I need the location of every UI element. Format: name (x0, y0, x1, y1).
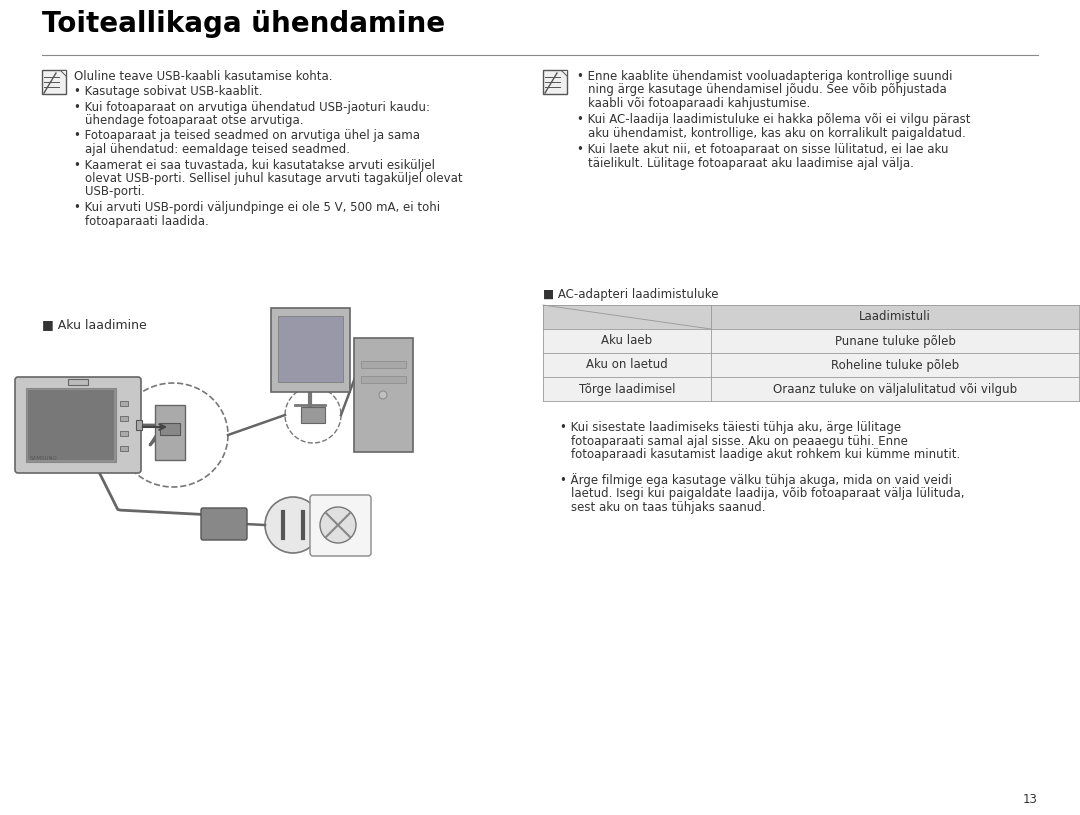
Text: aku ühendamist, kontrollige, kas aku on korralikult paigaldatud.: aku ühendamist, kontrollige, kas aku on … (588, 127, 966, 140)
Bar (301, 407, 325, 423)
Text: • Kui AC-laadija laadimistuluke ei hakka põlema või ei vilgu pärast: • Kui AC-laadija laadimistuluke ei hakka… (577, 113, 971, 126)
Text: • Kui laete akut nii, et fotoaparaat on sisse lülitatud, ei lae aku: • Kui laete akut nii, et fotoaparaat on … (577, 143, 948, 156)
Bar (361, 376, 406, 383)
Text: • Ärge filmige ega kasutage välku tühja akuga, mida on vaid veidi: • Ärge filmige ega kasutage välku tühja … (561, 474, 951, 487)
Bar (156, 405, 185, 460)
Bar (136, 420, 141, 430)
Bar (361, 361, 406, 368)
Bar (543, 377, 1079, 401)
Text: • Kui fotoaparaat on arvutiga ühendatud USB-jaoturi kaudu:: • Kui fotoaparaat on arvutiga ühendatud … (75, 100, 430, 113)
Bar (278, 316, 343, 382)
Text: Roheline tuluke põleb: Roheline tuluke põleb (831, 359, 959, 372)
Text: Oraanz tuluke on väljalulitatud või vilgub: Oraanz tuluke on väljalulitatud või vilg… (773, 382, 1017, 395)
Polygon shape (561, 70, 567, 76)
Text: ning ärge kasutage ühendamisel jõudu. See võib põhjustada: ning ärge kasutage ühendamisel jõudu. Se… (588, 83, 947, 96)
Text: ■ AC-adapteri laadimistuluke: ■ AC-adapteri laadimistuluke (543, 288, 718, 301)
Text: sest aku on taas tühjaks saanud.: sest aku on taas tühjaks saanud. (571, 500, 766, 513)
Text: Tõrge laadimisel: Tõrge laadimisel (579, 382, 675, 395)
Circle shape (320, 507, 356, 543)
Text: • Kaamerat ei saa tuvastada, kui kasutatakse arvuti esiküljel: • Kaamerat ei saa tuvastada, kui kasutat… (75, 158, 435, 171)
Bar (68, 379, 87, 385)
Text: ■ Aku laadimine: ■ Aku laadimine (42, 318, 147, 331)
Bar (543, 70, 567, 94)
Text: olevat USB-porti. Sellisel juhul kasutage arvuti tagaküljel olevat: olevat USB-porti. Sellisel juhul kasutag… (85, 172, 462, 185)
Bar (120, 416, 129, 421)
Text: Aku laeb: Aku laeb (602, 334, 652, 347)
Bar (543, 329, 1079, 353)
Bar (28, 390, 114, 460)
Text: Laadimistuli: Laadimistuli (859, 311, 931, 324)
Text: SAMSUNG: SAMSUNG (30, 456, 58, 461)
Text: Toiteallikaga ühendamine: Toiteallikaga ühendamine (42, 10, 445, 38)
Text: • Enne kaablite ühendamist vooluadapteriga kontrollige suundi: • Enne kaablite ühendamist vooluadapteri… (577, 70, 953, 83)
Bar (120, 401, 129, 406)
FancyBboxPatch shape (354, 338, 413, 452)
Bar (543, 353, 1079, 377)
Text: ühendage fotoaparaat otse arvutiga.: ühendage fotoaparaat otse arvutiga. (85, 114, 303, 127)
Text: kaabli või fotoaparaadi kahjustumise.: kaabli või fotoaparaadi kahjustumise. (588, 97, 810, 110)
Polygon shape (60, 70, 66, 76)
Text: • Kui arvuti USB-pordi väljundpinge ei ole 5 V, 500 mA, ei tohi: • Kui arvuti USB-pordi väljundpinge ei o… (75, 201, 441, 214)
Bar (26, 388, 116, 462)
Bar (543, 305, 1079, 329)
Bar (42, 70, 66, 94)
FancyBboxPatch shape (15, 377, 141, 473)
Bar (120, 431, 129, 436)
Text: fotoaparaati laadida.: fotoaparaati laadida. (85, 214, 208, 227)
Text: Oluline teave USB-kaabli kasutamise kohta.: Oluline teave USB-kaabli kasutamise koht… (75, 70, 333, 83)
Text: fotoaparaati samal ajal sisse. Aku on peaaegu tühi. Enne: fotoaparaati samal ajal sisse. Aku on pe… (571, 434, 908, 447)
Circle shape (265, 497, 321, 553)
Text: USB-porti.: USB-porti. (85, 186, 145, 199)
Text: laetud. Isegi kui paigaldate laadija, võib fotoaparaat välja lülituda,: laetud. Isegi kui paigaldate laadija, võ… (571, 487, 964, 500)
Text: • Kui sisestate laadimiseks täiesti tühja aku, ärge lülitage: • Kui sisestate laadimiseks täiesti tühj… (561, 421, 901, 434)
FancyBboxPatch shape (201, 508, 247, 540)
Bar (120, 446, 129, 451)
Text: • Kasutage sobivat USB-kaablit.: • Kasutage sobivat USB-kaablit. (75, 85, 262, 98)
Text: 13: 13 (1023, 793, 1038, 806)
Text: • Fotoaparaat ja teised seadmed on arvutiga ühel ja sama: • Fotoaparaat ja teised seadmed on arvut… (75, 130, 420, 143)
FancyBboxPatch shape (271, 308, 350, 392)
Text: täielikult. Lülitage fotoaparaat aku laadimise ajal välja.: täielikult. Lülitage fotoaparaat aku laa… (588, 157, 914, 170)
Text: fotoaparaadi kasutamist laadige akut rohkem kui kümme minutit.: fotoaparaadi kasutamist laadige akut roh… (571, 448, 960, 461)
Text: ajal ühendatud: eemaldage teised seadmed.: ajal ühendatud: eemaldage teised seadmed… (85, 143, 350, 156)
FancyBboxPatch shape (310, 495, 372, 556)
Text: Punane tuluke põleb: Punane tuluke põleb (835, 334, 956, 347)
Text: Aku on laetud: Aku on laetud (586, 359, 667, 372)
Bar (160, 423, 180, 435)
Circle shape (379, 391, 387, 399)
